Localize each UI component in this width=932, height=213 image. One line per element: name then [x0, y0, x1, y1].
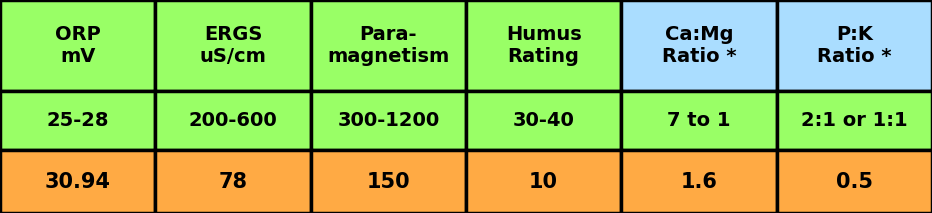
Text: Ca:Mg
Ratio *: Ca:Mg Ratio * — [662, 25, 736, 66]
Bar — [310, 150, 466, 213]
Bar — [622, 0, 776, 91]
Bar — [0, 0, 156, 91]
Text: Humus
Rating: Humus Rating — [506, 25, 582, 66]
Bar — [310, 91, 466, 150]
Bar — [0, 91, 156, 150]
Text: 7 to 1: 7 to 1 — [667, 111, 731, 130]
Text: 150: 150 — [366, 172, 410, 191]
Bar — [156, 0, 310, 91]
Bar — [310, 0, 466, 91]
Text: ERGS
uS/cm: ERGS uS/cm — [199, 25, 267, 66]
Text: 25-28: 25-28 — [47, 111, 109, 130]
Bar — [466, 0, 622, 91]
Text: 2:1 or 1:1: 2:1 or 1:1 — [801, 111, 908, 130]
Text: 30.94: 30.94 — [45, 172, 111, 191]
Text: ORP
mV: ORP mV — [55, 25, 101, 66]
Bar — [776, 0, 932, 91]
Text: 30-40: 30-40 — [513, 111, 575, 130]
Bar — [0, 150, 156, 213]
Text: 1.6: 1.6 — [680, 172, 718, 191]
Bar — [156, 91, 310, 150]
Text: P:K
Ratio *: P:K Ratio * — [817, 25, 892, 66]
Bar — [622, 91, 776, 150]
Text: 300-1200: 300-1200 — [337, 111, 440, 130]
Text: 78: 78 — [218, 172, 248, 191]
Text: Para-
magnetism: Para- magnetism — [327, 25, 449, 66]
Bar — [776, 150, 932, 213]
Bar — [622, 150, 776, 213]
Text: 200-600: 200-600 — [188, 111, 278, 130]
Bar — [776, 91, 932, 150]
Text: 0.5: 0.5 — [836, 172, 873, 191]
Text: 10: 10 — [529, 172, 558, 191]
Bar — [156, 150, 310, 213]
Bar — [466, 150, 622, 213]
Bar — [466, 91, 622, 150]
